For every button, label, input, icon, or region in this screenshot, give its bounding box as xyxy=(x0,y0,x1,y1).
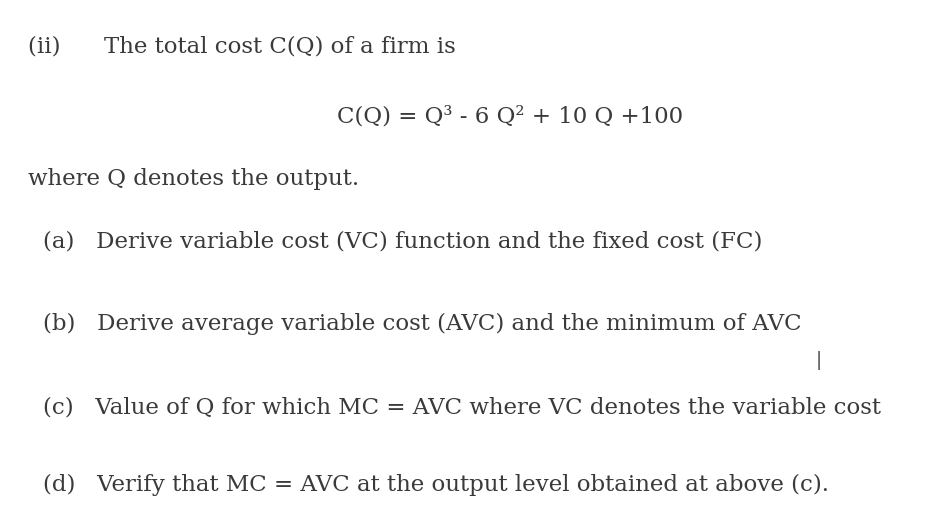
Text: (b)   Derive average variable cost (AVC) and the minimum of AVC: (b) Derive average variable cost (AVC) a… xyxy=(43,313,802,335)
Text: C(Q) = Q³ - 6 Q² + 10 Q +100: C(Q) = Q³ - 6 Q² + 10 Q +100 xyxy=(337,106,683,128)
Text: (a)   Derive variable cost (VC) function and the fixed cost (FC): (a) Derive variable cost (VC) function a… xyxy=(43,230,762,252)
Text: |: | xyxy=(816,351,822,370)
Text: (ii)      The total cost C(Q) of a firm is: (ii) The total cost C(Q) of a firm is xyxy=(28,36,456,58)
Text: (d)   Verify that MC = AVC at the output level obtained at above (c).: (d) Verify that MC = AVC at the output l… xyxy=(43,474,828,496)
Text: (c)   Value of Q for which MC = AVC where VC denotes the variable cost: (c) Value of Q for which MC = AVC where … xyxy=(43,397,881,418)
Text: where Q denotes the output.: where Q denotes the output. xyxy=(28,168,360,190)
